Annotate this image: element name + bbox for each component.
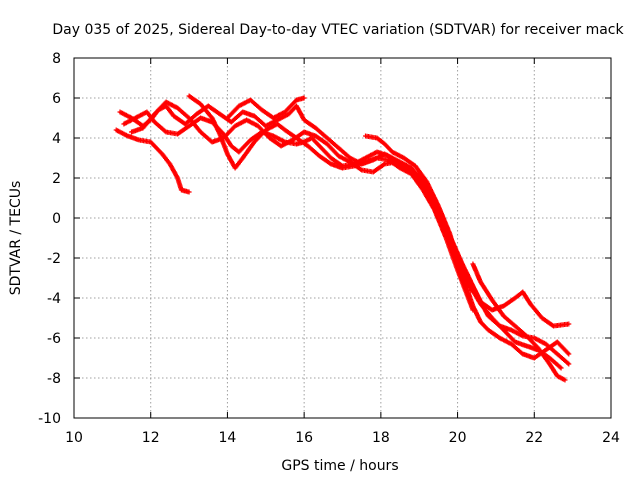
x-tick-label: 22 [525,430,543,446]
y-tick-label: -10 [38,411,61,427]
series-track-9 [224,95,307,121]
y-tick-label: 0 [52,211,61,227]
x-tick-label: 18 [372,430,390,446]
x-axis-label: GPS time / hours [281,458,398,474]
y-axis-label: SDTVAR / TECUs [8,181,24,296]
y-tick-label: 4 [52,131,61,147]
series-track-8 [470,261,568,383]
y-tick-label: -8 [47,371,61,387]
y-tick-label: 8 [52,51,61,67]
x-tick-label: 20 [449,430,467,446]
series-track-7 [424,193,572,329]
plot-frame [73,57,612,419]
x-tick-label: 14 [219,430,237,446]
x-tick-label: 16 [295,430,313,446]
series-track-5 [129,99,476,295]
data-markers [363,133,572,361]
series-track-6 [363,133,572,361]
y-tick-label: -2 [47,251,61,267]
data-markers [470,261,568,383]
data-markers [113,127,192,195]
y-tick-label: 6 [52,91,61,107]
series-track-2 [113,127,192,195]
data-markers [224,95,307,121]
grid-lines [74,58,611,418]
x-tick-label: 24 [602,430,620,446]
data-markers [424,193,572,329]
y-tick-label: 2 [52,171,61,187]
y-tick-label: -4 [47,291,61,307]
y-tick-label: -6 [47,331,61,347]
series-track-3 [121,109,564,371]
data-markers [117,103,572,367]
data-markers [129,99,476,295]
x-tick-label: 12 [142,430,160,446]
chart-title: Day 035 of 2025, Sidereal Day-to-day VTE… [52,22,624,38]
x-tick-label: 10 [65,430,83,446]
data-series [113,93,572,383]
series-track-1 [117,103,572,367]
data-markers [121,109,564,371]
